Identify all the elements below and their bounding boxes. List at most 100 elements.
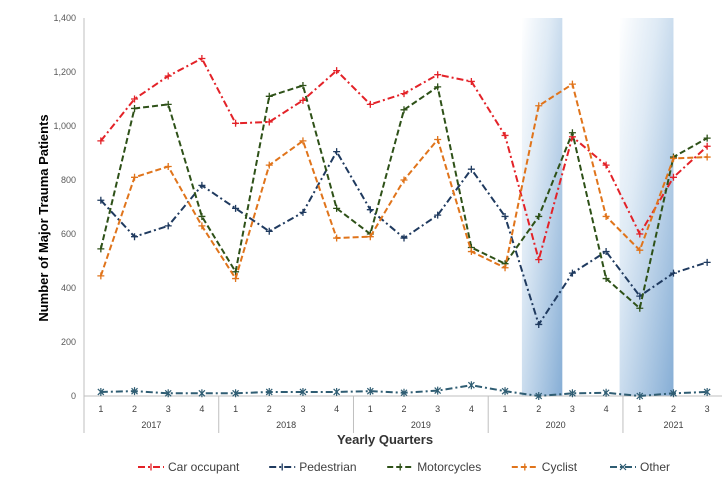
data-point <box>400 176 408 184</box>
data-point <box>568 80 576 88</box>
x-tick-label: 3 <box>435 404 440 414</box>
data-point <box>434 386 442 395</box>
point-marker <box>602 275 610 283</box>
x-tick-label: 1 <box>98 404 103 414</box>
x-tick-label: 3 <box>570 404 575 414</box>
point-marker <box>131 233 139 241</box>
series-cyclist <box>97 80 711 283</box>
data-point <box>198 212 206 220</box>
point-marker <box>400 388 408 397</box>
point-marker <box>636 230 644 238</box>
data-point <box>333 67 341 75</box>
point-marker <box>333 234 341 242</box>
point-marker <box>333 148 341 156</box>
highlight-band-2 <box>619 18 674 396</box>
point-marker <box>501 387 509 396</box>
point-marker <box>703 258 711 266</box>
data-point <box>366 100 374 108</box>
y-axis-title: Number of Major Trauma Patients <box>36 114 51 321</box>
data-point <box>164 72 172 80</box>
legend-label: Other <box>640 460 670 474</box>
data-point <box>400 106 408 114</box>
point-marker <box>131 95 139 103</box>
data-point <box>467 248 475 256</box>
x-tick-label: 3 <box>705 404 710 414</box>
point-marker <box>97 387 105 396</box>
data-point <box>97 137 105 145</box>
data-point <box>232 268 240 276</box>
data-point <box>636 392 644 400</box>
data-point <box>97 387 105 396</box>
point-marker <box>265 227 273 235</box>
x-tick-label: 2 <box>132 404 137 414</box>
data-point <box>366 206 374 214</box>
data-point <box>131 233 139 241</box>
point-marker <box>164 100 172 108</box>
data-point <box>265 92 273 100</box>
x-tick-label: 3 <box>300 404 305 414</box>
point-marker <box>669 154 677 162</box>
data-point <box>366 233 374 241</box>
data-point <box>703 142 711 150</box>
legend-item: Pedestrian <box>269 460 357 474</box>
point-marker <box>467 248 475 256</box>
point-marker <box>535 256 543 264</box>
point-marker <box>602 212 610 220</box>
data-point <box>669 154 677 162</box>
x-tick-label: 2 <box>536 404 541 414</box>
data-point <box>232 204 240 212</box>
series-other <box>97 381 711 400</box>
point-marker <box>164 72 172 80</box>
point-marker <box>164 163 172 170</box>
point-marker <box>164 222 172 230</box>
series-lines <box>97 55 711 400</box>
data-point <box>501 387 509 396</box>
data-point <box>703 258 711 266</box>
data-point <box>703 387 711 396</box>
data-point <box>198 55 206 62</box>
data-point <box>333 204 341 212</box>
data-point <box>400 234 408 242</box>
x-tick-label: 4 <box>334 404 339 414</box>
point-marker <box>164 389 172 398</box>
point-marker <box>535 392 543 400</box>
y-tick-label: 600 <box>61 229 76 239</box>
data-point <box>636 304 644 312</box>
data-point <box>299 387 307 396</box>
data-point <box>164 222 172 230</box>
data-point <box>333 234 341 242</box>
point-marker <box>299 82 307 89</box>
x-axis-title: Yearly Quarters <box>337 432 433 447</box>
data-point <box>198 222 206 230</box>
legend-marker <box>619 463 627 471</box>
data-point <box>299 82 307 89</box>
data-point <box>232 389 240 398</box>
point-marker <box>299 387 307 396</box>
data-point <box>131 173 139 181</box>
data-point <box>602 248 610 256</box>
data-point <box>333 148 341 156</box>
x-tick-label: 1 <box>637 404 642 414</box>
x-tick-label: 4 <box>469 404 474 414</box>
data-point <box>366 387 374 396</box>
x-tick-label: 2 <box>671 404 676 414</box>
point-marker <box>535 320 543 328</box>
data-point <box>602 212 610 220</box>
point-marker <box>198 55 206 62</box>
data-point <box>97 272 105 280</box>
legend-label: Motorcycles <box>417 460 481 474</box>
point-marker <box>602 248 610 256</box>
y-tick-label: 0 <box>71 391 76 401</box>
data-point <box>669 269 677 277</box>
data-point <box>703 153 711 161</box>
point-marker <box>400 176 408 184</box>
data-point <box>97 196 105 204</box>
point-marker <box>299 137 307 145</box>
year-label: 2019 <box>411 420 431 430</box>
point-marker <box>400 90 408 98</box>
point-marker <box>232 275 240 283</box>
point-marker <box>97 245 105 253</box>
data-point <box>568 389 576 398</box>
x-tick-label: 4 <box>199 404 204 414</box>
